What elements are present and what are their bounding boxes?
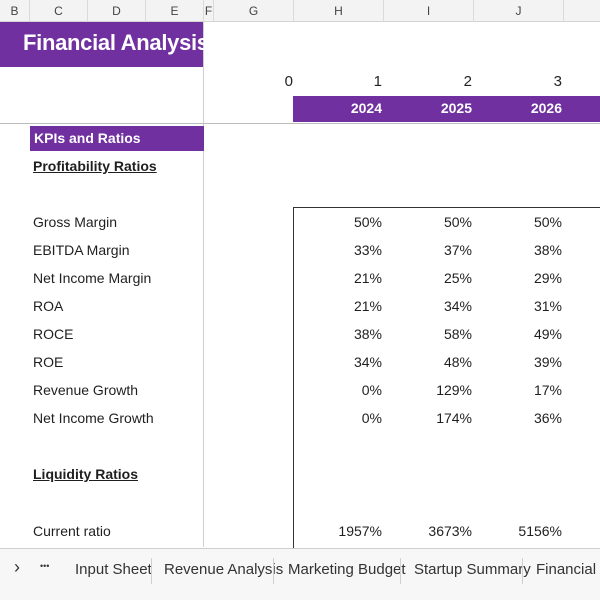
tab-marketing-budget[interactable]: Marketing Budget xyxy=(288,561,406,578)
cell-value[interactable]: 58% xyxy=(443,326,472,342)
row-label-revenue-growth: Revenue Growth xyxy=(33,382,139,398)
kpi-section-title: KPIs and Ratios xyxy=(34,130,141,146)
tab-divider xyxy=(151,558,152,584)
tab-revenue-analysis[interactable]: Revenue Analysis xyxy=(164,561,284,578)
column-header-e[interactable]: E xyxy=(146,0,204,22)
tab-divider xyxy=(522,558,523,584)
tab-divider xyxy=(273,558,274,584)
column-separator xyxy=(203,22,204,547)
row-label-ebitda-margin: EBITDA Margin xyxy=(33,242,130,258)
row-label-gross-margin: Gross Margin xyxy=(33,214,118,230)
row-label-roce: ROCE xyxy=(33,326,74,342)
cell-value[interactable]: 50% xyxy=(443,214,472,230)
liquidity-heading: Liquidity Ratios xyxy=(33,466,138,482)
next-sheet-icon[interactable]: › xyxy=(14,557,20,577)
column-header-j[interactable]: J xyxy=(474,0,564,22)
year-header: 2025 xyxy=(440,100,472,116)
year-header-band xyxy=(293,96,600,122)
period-number: 0 xyxy=(284,73,293,90)
column-header-f[interactable]: F xyxy=(204,0,214,22)
year-header: 2024 xyxy=(350,100,382,116)
cell-value[interactable]: 29% xyxy=(533,270,562,286)
cell-value[interactable]: 25% xyxy=(443,270,472,286)
cell-value[interactable]: 3673% xyxy=(428,523,472,539)
cell-value[interactable]: 38% xyxy=(353,326,382,342)
profitability-heading: Profitability Ratios xyxy=(33,158,157,174)
column-header-g[interactable]: G xyxy=(214,0,294,22)
column-header-h[interactable]: H xyxy=(294,0,384,22)
cell-value[interactable]: 21% xyxy=(353,298,382,314)
year-header: 2026 xyxy=(530,100,562,116)
cell-value[interactable]: 0% xyxy=(361,382,382,398)
column-header-bar: B C D E F G H I J xyxy=(0,0,600,22)
tab-divider xyxy=(400,558,401,584)
cell-value[interactable]: 21% xyxy=(353,270,382,286)
cell-value[interactable]: 33% xyxy=(353,242,382,258)
row-label-current-ratio: Current ratio xyxy=(33,523,111,539)
column-header-c[interactable]: C xyxy=(30,0,88,22)
tab-input-sheet[interactable]: Input Sheet xyxy=(75,561,152,578)
header-divider xyxy=(0,123,600,124)
cell-value[interactable]: 1957% xyxy=(338,523,382,539)
row-label-net-income-growth: Net Income Growth xyxy=(33,410,154,426)
cell-value[interactable]: 34% xyxy=(443,298,472,314)
more-sheets-icon[interactable]: ••• xyxy=(40,561,50,571)
cell-value[interactable]: 129% xyxy=(436,382,472,398)
row-label-roa: ROA xyxy=(33,298,64,314)
row-label-roe: ROE xyxy=(33,354,64,370)
data-region xyxy=(293,207,600,552)
column-header-b[interactable]: B xyxy=(0,0,30,22)
column-header-d[interactable]: D xyxy=(88,0,146,22)
title-band xyxy=(0,22,203,67)
tab-startup-summary[interactable]: Startup Summary xyxy=(414,561,531,578)
cell-value[interactable]: 37% xyxy=(443,242,472,258)
cell-value[interactable]: 39% xyxy=(533,354,562,370)
period-number: 2 xyxy=(463,73,472,90)
kpi-section-band xyxy=(30,126,204,151)
cell-value[interactable]: 17% xyxy=(533,382,562,398)
page-title: Financial Analysis xyxy=(23,30,209,55)
cell-value[interactable]: 38% xyxy=(533,242,562,258)
cell-value[interactable]: 50% xyxy=(353,214,382,230)
tab-financial-statements[interactable]: Financial Sta xyxy=(536,561,600,578)
cell-value[interactable]: 48% xyxy=(443,354,472,370)
cell-value[interactable]: 5156% xyxy=(518,523,562,539)
cell-value[interactable]: 0% xyxy=(361,410,382,426)
cell-value[interactable]: 36% xyxy=(533,410,562,426)
cell-value[interactable]: 50% xyxy=(533,214,562,230)
period-number: 3 xyxy=(553,73,562,90)
column-header-i[interactable]: I xyxy=(384,0,474,22)
sheet-tab-bar xyxy=(0,548,600,600)
row-label-net-income-margin: Net Income Margin xyxy=(33,270,152,286)
period-number: 1 xyxy=(373,73,382,90)
cell-value[interactable]: 174% xyxy=(436,410,472,426)
cell-value[interactable]: 31% xyxy=(533,298,562,314)
cell-value[interactable]: 49% xyxy=(533,326,562,342)
cell-value[interactable]: 34% xyxy=(353,354,382,370)
